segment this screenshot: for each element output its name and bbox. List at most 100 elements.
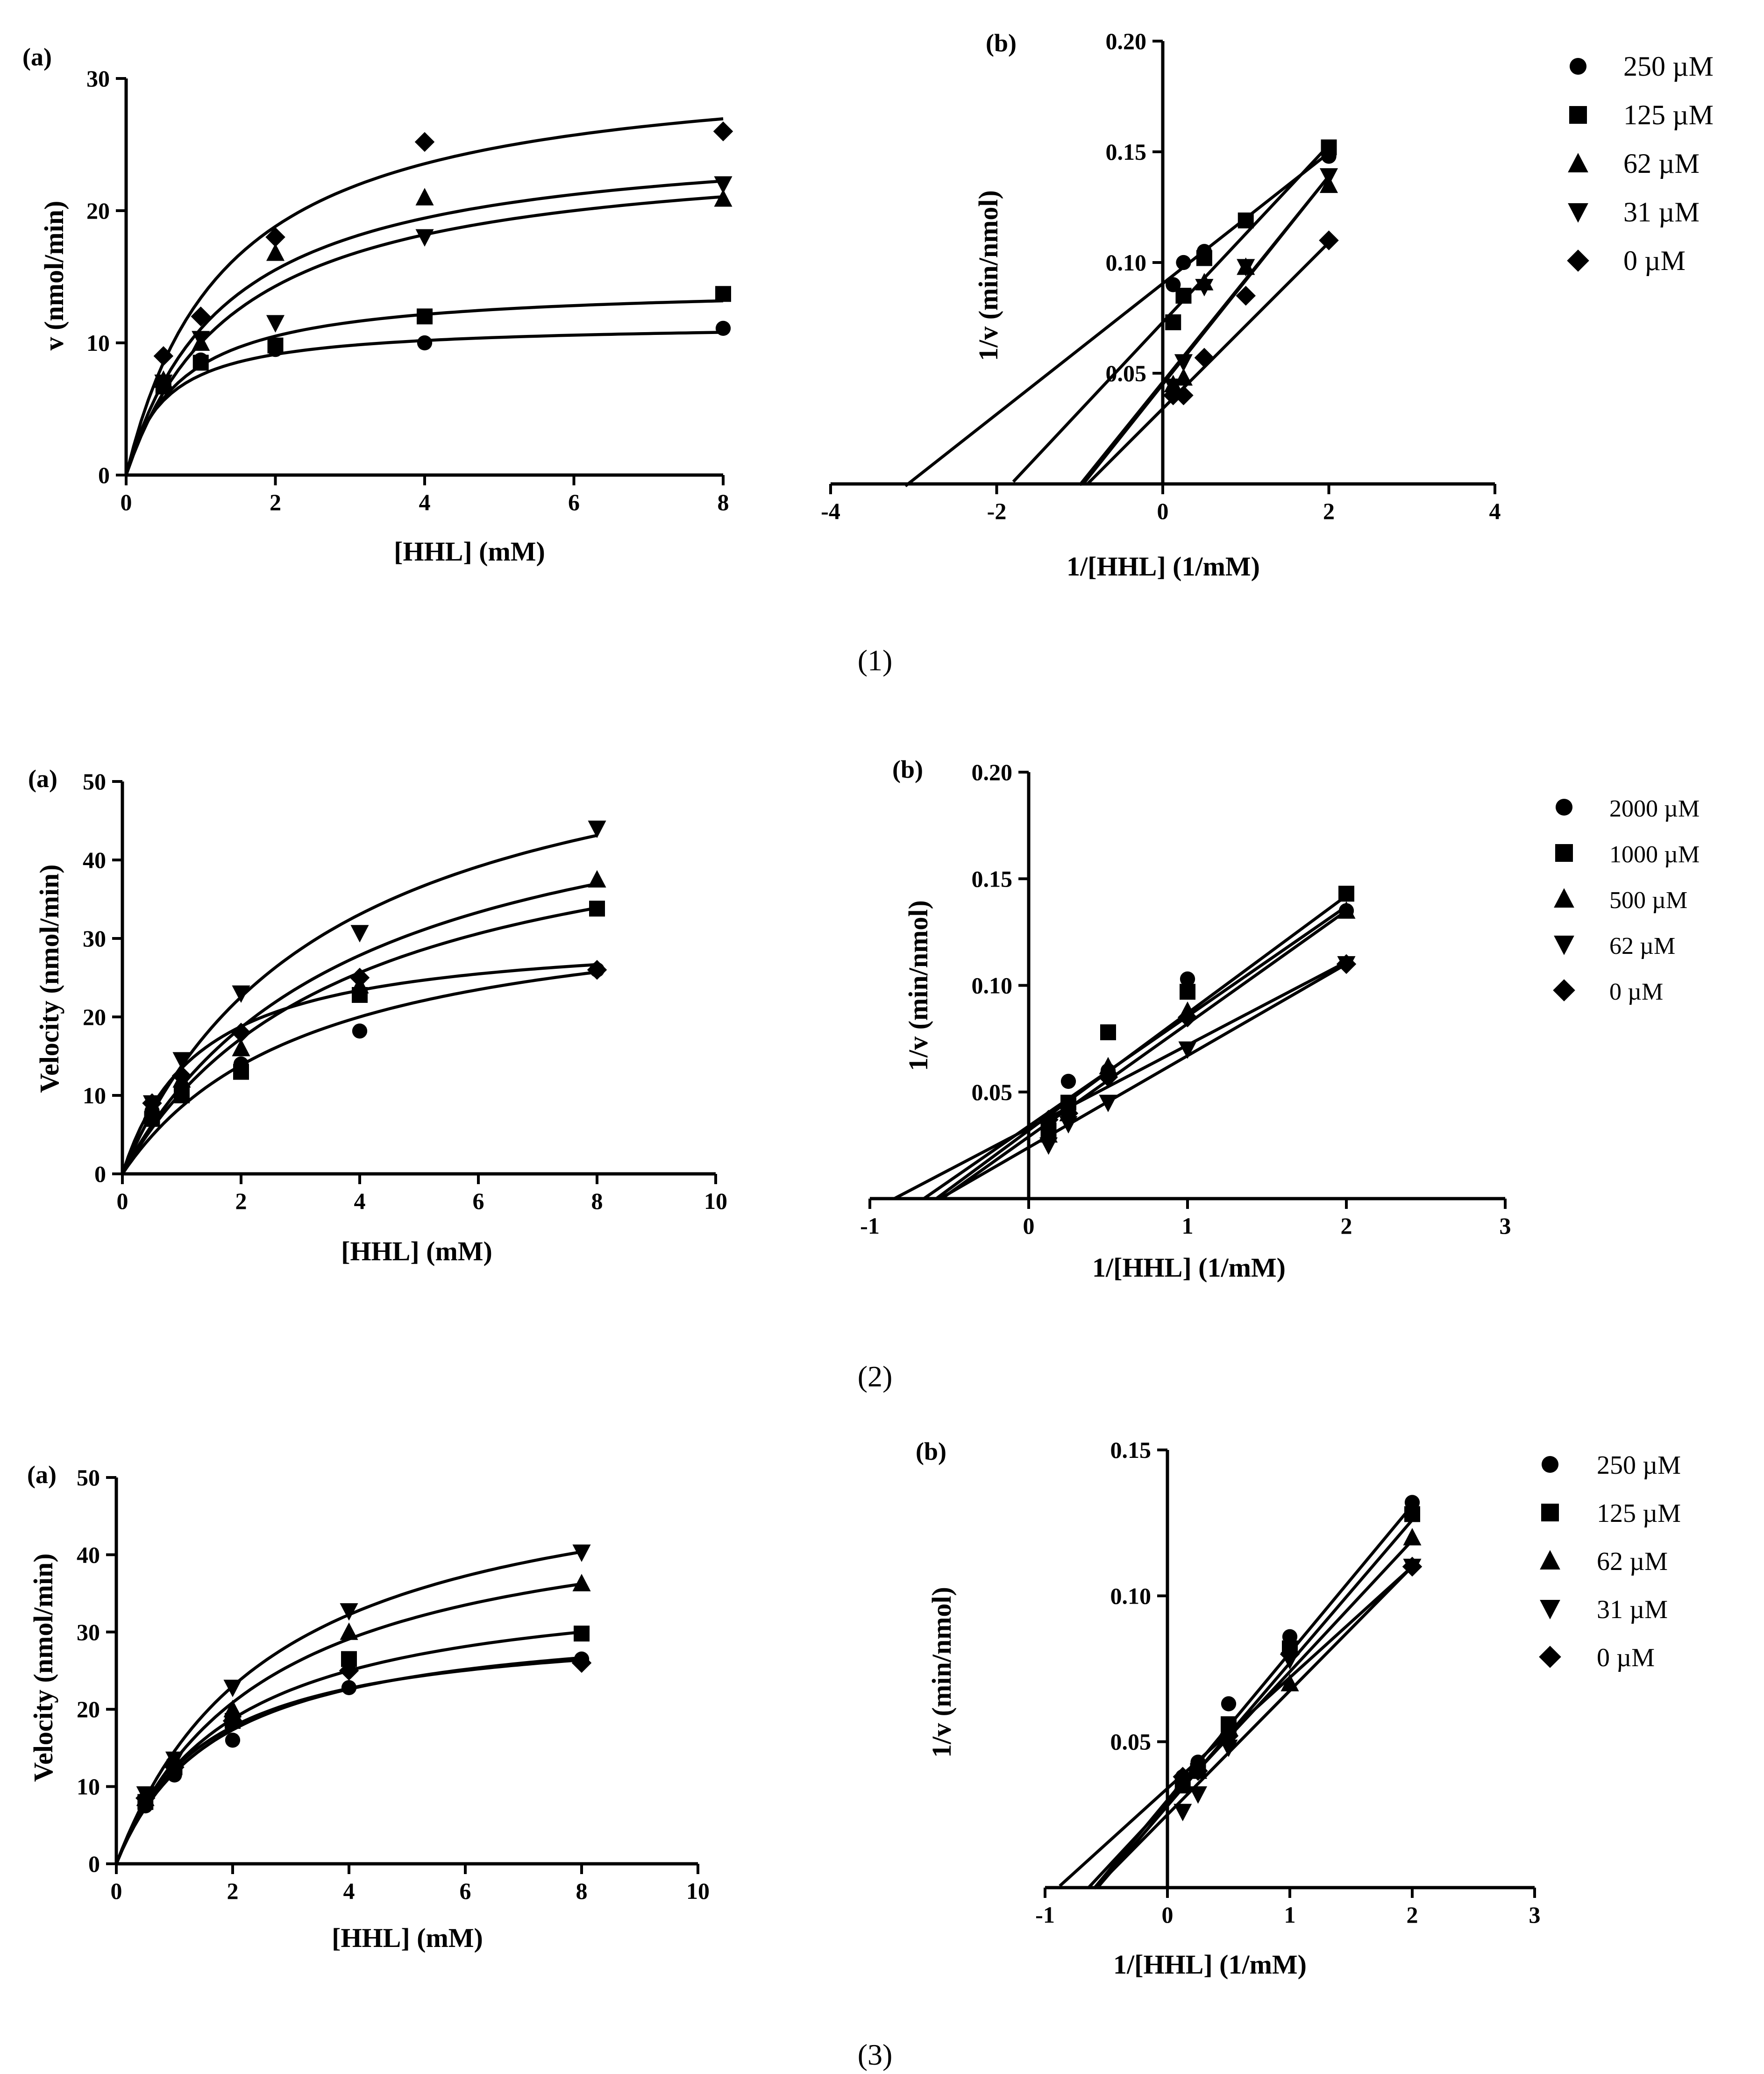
legend-label: 31 µM <box>1623 197 1700 227</box>
data-point-diamond <box>222 1711 243 1731</box>
legend-label: 31 µM <box>1597 1595 1668 1624</box>
y-tick-label: 50 <box>83 768 106 795</box>
panel-label: (a) <box>27 1461 57 1489</box>
data-point-circle <box>1176 255 1191 270</box>
x-tick-label: -4 <box>821 498 840 524</box>
legend-marker-square <box>1569 106 1587 124</box>
data-point-triangle-down <box>1174 354 1193 372</box>
y-tick-label: 0 <box>94 1161 106 1187</box>
y-tick-label: 50 <box>77 1464 100 1491</box>
data-point-triangle-down <box>223 1679 242 1698</box>
legend-marker-square <box>1541 1504 1559 1521</box>
data-point-square <box>1404 1506 1420 1522</box>
data-point-triangle-down <box>1178 1041 1197 1059</box>
panel-label: (b) <box>986 29 1017 57</box>
y-tick-label: 30 <box>83 925 106 952</box>
y-tick-label: 0.20 <box>1106 28 1147 54</box>
data-point-circle <box>417 335 433 351</box>
data-point-diamond <box>1174 385 1194 405</box>
x-tick-label: -2 <box>987 498 1007 524</box>
panel-label: (b) <box>916 1437 946 1465</box>
y-tick-label: 40 <box>83 847 106 873</box>
y-tick-label: 0.05 <box>1106 360 1147 386</box>
fit-line-1000uM <box>935 895 1347 1200</box>
data-point-square <box>1238 212 1254 228</box>
legend-label: 0 µM <box>1623 245 1686 276</box>
legend-marker-circle <box>1555 798 1573 816</box>
y-tick-label: 0.05 <box>972 1079 1013 1105</box>
legend-label: 62 µM <box>1623 148 1700 179</box>
legend-label: 62 µM <box>1597 1547 1668 1576</box>
data-point-diamond <box>135 1788 156 1808</box>
x-axis-title: [HHL] (mM) <box>332 1923 483 1953</box>
data-point-square <box>267 337 284 354</box>
legend-marker-triangle-down <box>1554 936 1574 955</box>
panel-label: (a) <box>28 765 57 793</box>
data-point-diamond <box>142 1093 162 1114</box>
data-point-triangle-up <box>588 870 606 888</box>
data-point-triangle-down <box>1099 1094 1117 1112</box>
data-point-diamond <box>1194 348 1215 368</box>
data-point-circle <box>225 1733 241 1748</box>
legend-marker-triangle-down <box>1540 1600 1560 1619</box>
data-point-triangle-down <box>340 1603 358 1621</box>
data-point-triangle-down <box>232 985 250 1003</box>
y-axis-title: Velocity (nmol/min) <box>34 864 64 1093</box>
data-point-diamond <box>339 1661 359 1681</box>
legend-marker-triangle-up <box>1568 153 1588 172</box>
data-point-triangle-up <box>1337 901 1356 919</box>
fit-line-62uM <box>121 834 597 1175</box>
x-tick-label: 4 <box>343 1878 355 1904</box>
data-point-triangle-up <box>1099 1057 1117 1074</box>
legend-label: 0 µM <box>1597 1643 1655 1672</box>
figure-caption: (1) <box>858 644 893 677</box>
x-tick-label: 2 <box>235 1188 247 1214</box>
data-point-triangle-down <box>154 374 173 392</box>
legend-label: 125 µM <box>1623 99 1714 130</box>
y-tick-label: 0.15 <box>972 866 1013 892</box>
data-point-triangle-up <box>340 1622 358 1640</box>
x-tick-label: 0 <box>111 1878 122 1904</box>
legend-label: 500 µM <box>1609 887 1687 914</box>
x-axis-title: 1/[HHL] (1/mM) <box>1092 1252 1286 1283</box>
data-point-square <box>1180 984 1195 1000</box>
chart-panel: 0 2 4 6 8 10 0 10 20 30 40 50 (a) [HHL] (mM) Velocity … <box>27 1461 710 1953</box>
data-point-circle <box>1060 1073 1076 1089</box>
x-tick-label: 8 <box>591 1188 603 1214</box>
legend-label: 125 µM <box>1597 1499 1681 1528</box>
x-axis-title: [HHL] (mM) <box>341 1236 492 1266</box>
legend-marker-circle <box>1541 1456 1559 1473</box>
data-point-diamond <box>1177 1007 1198 1028</box>
legend: 250 µM 125 µM 62 µM 31 µM 0 µM <box>1539 1451 1681 1672</box>
data-point-diamond <box>153 346 174 366</box>
data-point-diamond <box>265 227 285 247</box>
x-tick-label: 0 <box>1157 498 1169 524</box>
y-tick-label: 20 <box>77 1696 100 1722</box>
data-point-circle <box>341 1680 357 1696</box>
data-point-triangle-down <box>1188 1786 1208 1804</box>
x-tick-label: 3 <box>1500 1213 1511 1239</box>
data-point-circle <box>715 320 731 336</box>
data-point-triangle-down <box>714 176 733 194</box>
panel-label: (a) <box>22 43 52 71</box>
y-tick-label: 0.10 <box>1110 1583 1152 1609</box>
data-point-triangle-down <box>572 1544 591 1562</box>
data-point-triangle-up <box>1280 1674 1299 1691</box>
y-tick-label: 10 <box>86 330 110 356</box>
figure-caption: (2) <box>858 1360 893 1393</box>
data-point-triangle-down <box>266 315 285 333</box>
fit-line-125uM <box>1012 144 1330 483</box>
x-tick-label: 0 <box>117 1188 128 1214</box>
chart-panel: -1 0 1 2 3 0.05 0.10 0.15 0.20 (b) 1/[HHL] (1/mM) 1… <box>860 755 1700 1283</box>
fit-line-250uM <box>904 151 1330 488</box>
data-point-diamond <box>414 132 435 152</box>
fit-line-31uM <box>1082 175 1330 484</box>
x-axis-title: 1/[HHL] (1/mM) <box>1067 551 1260 582</box>
y-tick-label: 10 <box>77 1774 100 1800</box>
y-tick-label: 20 <box>83 1004 106 1030</box>
y-tick-label: 0.10 <box>1106 249 1147 276</box>
x-axis-title: [HHL] (mM) <box>394 536 545 567</box>
y-axis-title: v (nmol/min) <box>39 201 69 351</box>
x-tick-label: -1 <box>1035 1902 1055 1928</box>
